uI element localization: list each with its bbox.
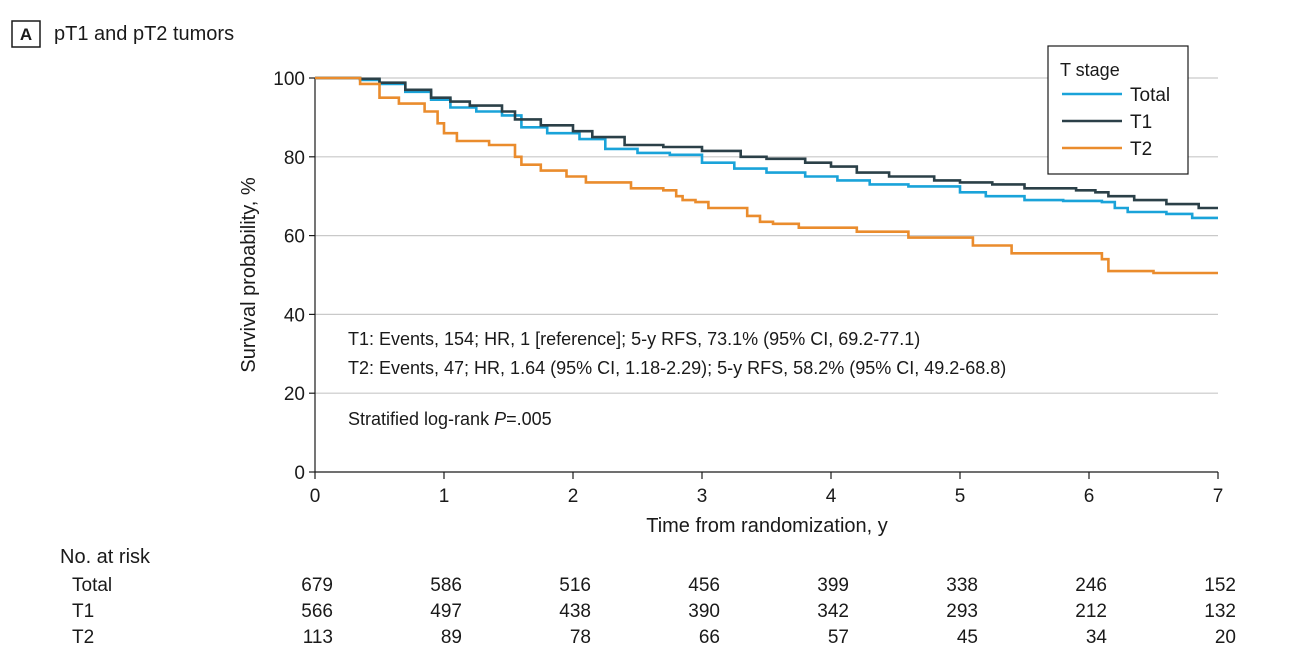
risk-table-title: No. at risk: [60, 546, 151, 568]
risk-value-t2-6: 34: [1086, 627, 1108, 648]
risk-value-total-1: 586: [430, 575, 462, 596]
panel-header: A pT1 and pT2 tumors: [11, 20, 234, 48]
x-tick-label-1: 1: [439, 486, 450, 507]
legend: T stage Total T1 T2: [1047, 45, 1189, 175]
risk-value-t1-6: 212: [1075, 601, 1107, 622]
risk-value-t2-3: 66: [699, 627, 720, 648]
y-tick-label-20: 20: [284, 384, 305, 405]
x-tick-label-4: 4: [826, 486, 837, 507]
risk-value-total-5: 338: [946, 575, 978, 596]
axes: 0 20 40 60 80 100 0 1 2 3 4 5 6 7: [273, 69, 1223, 507]
risk-value-t1-0: 566: [301, 601, 333, 622]
risk-value-t2-2: 78: [570, 627, 591, 648]
panel-letter: A: [20, 25, 32, 44]
legend-title: T stage: [1060, 60, 1120, 80]
legend-box: [1047, 45, 1189, 175]
panel-title: pT1 and pT2 tumors: [54, 23, 234, 45]
risk-value-total-3: 456: [688, 575, 720, 596]
risk-value-t2-5: 45: [957, 627, 978, 648]
logrank-value: =.005: [506, 409, 552, 429]
risk-value-total-4: 399: [817, 575, 849, 596]
y-tick-label-60: 60: [284, 227, 305, 248]
risk-row-label-total: Total: [72, 575, 112, 596]
risk-value-total-7: 152: [1204, 575, 1236, 596]
risk-value-t2-4: 57: [828, 627, 849, 648]
legend-label-t2: T2: [1130, 139, 1152, 160]
y-axis-label: Survival probability, %: [238, 177, 260, 372]
x-tick-label-5: 5: [955, 486, 966, 507]
risk-row-label-t1: T1: [72, 601, 94, 622]
series-line-t1: [315, 76, 1218, 210]
risk-value-t1-3: 390: [688, 601, 720, 622]
legend-label-total: Total: [1130, 85, 1170, 106]
survival-curves: [315, 76, 1218, 275]
panel-letter-box: [11, 20, 41, 48]
risk-value-t1-7: 132: [1204, 601, 1236, 622]
logrank-text: Stratified log-rank P=.005: [348, 409, 552, 429]
x-tick-label-7: 7: [1213, 486, 1224, 507]
y-tick-label-0: 0: [294, 463, 305, 484]
legend-label-t1: T1: [1130, 112, 1152, 133]
x-tick-label-2: 2: [568, 486, 579, 507]
logrank-p-symbol: P: [494, 409, 506, 429]
series-line-total: [315, 76, 1218, 220]
logrank-prefix: Stratified log-rank: [348, 409, 494, 429]
risk-value-total-2: 516: [559, 575, 591, 596]
y-tick-label-80: 80: [284, 148, 305, 169]
risk-value-t1-1: 497: [430, 601, 462, 622]
legend-entries: Total T1 T2: [1062, 85, 1170, 160]
risk-value-total-6: 246: [1075, 575, 1107, 596]
risk-table: No. at risk Total 679 586 516 456 399 338 246 15…: [60, 546, 1236, 648]
series-line-t2: [315, 76, 1218, 275]
risk-value-total-0: 679: [301, 575, 333, 596]
risk-value-t2-1: 89: [441, 627, 462, 648]
x-tick-label-3: 3: [697, 486, 708, 507]
risk-value-t2-0: 113: [303, 627, 333, 648]
risk-value-t1-2: 438: [559, 601, 591, 622]
x-tick-label-0: 0: [310, 486, 321, 507]
annotation-t1: T1: Events, 154; HR, 1 [reference]; 5-y …: [348, 329, 920, 349]
risk-value-t2-7: 20: [1215, 627, 1236, 648]
risk-value-t1-4: 342: [817, 601, 849, 622]
annotation-t2: T2: Events, 47; HR, 1.64 (95% CI, 1.18-2…: [348, 358, 1006, 378]
y-tick-label-100: 100: [273, 69, 305, 90]
x-axis-label: Time from randomization, y: [646, 515, 888, 537]
risk-row-label-t2: T2: [72, 627, 94, 648]
x-tick-label-6: 6: [1084, 486, 1095, 507]
y-tick-label-40: 40: [284, 305, 305, 326]
risk-value-t1-5: 293: [946, 601, 978, 622]
